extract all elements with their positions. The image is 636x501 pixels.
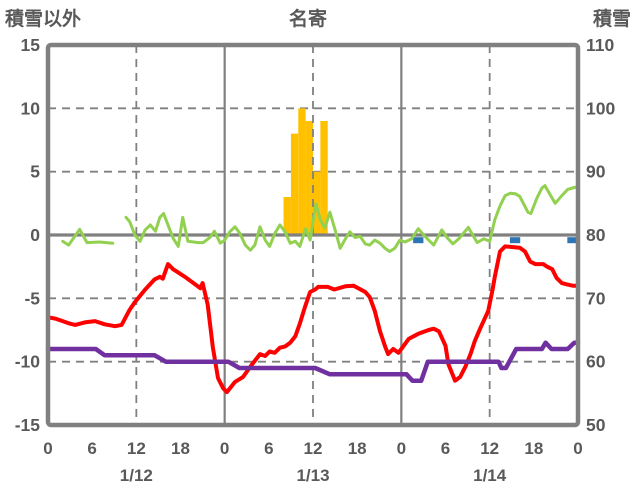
left-axis-tick-label: -10 [15,352,41,372]
right-axis-tick-label: 60 [586,352,606,372]
hour-tick-label: 18 [348,439,367,458]
hour-tick-label: 12 [127,439,146,458]
hour-tick-label: 12 [304,439,323,458]
snowfall-bar [305,121,313,235]
hour-tick-label: 6 [87,439,96,458]
temperature-line [46,244,580,395]
snowfall-bar [320,121,328,235]
date-label: 1/12 [120,466,153,485]
left-axis-tick-label: 15 [21,35,41,55]
snowfall-bar [298,108,306,235]
hour-tick-label: 18 [524,439,543,458]
hour-tick-label: 0 [573,439,582,458]
hour-tick-label: 18 [171,439,190,458]
right-axis-title: 積雪 [592,9,631,30]
green-line [61,227,115,247]
right-axis-tick-label: 80 [586,225,606,245]
hour-tick-label: 6 [441,439,450,458]
snow-marker [567,237,578,244]
plot-border [45,42,581,428]
hour-tick-label: 0 [397,439,406,458]
right-axis-tick-label: 90 [586,162,606,182]
left-axis-tick-label: -15 [15,415,41,435]
right-axis-tick-label: 110 [586,35,614,55]
snow-marker [509,237,521,244]
snowfall-bar [290,133,299,235]
hour-tick-label: 0 [43,439,52,458]
right-axis-tick-label: 50 [586,415,606,435]
right-axis-tick-label: 70 [586,288,606,308]
left-axis-tick-label: 0 [30,225,40,245]
snow-depth-line [45,340,581,383]
left-axis-tick-label: 5 [30,162,40,182]
hour-tick-label: 12 [480,439,499,458]
right-axis-tick-label: 100 [586,98,615,118]
date-label: 1/13 [296,466,329,485]
snowfall-bar [283,197,291,235]
snow-marker [413,237,424,244]
chart-title: 名寄 [288,9,328,30]
left-axis-tick-label: 10 [21,98,41,118]
hour-tick-label: 0 [220,439,229,458]
hour-tick-label: 6 [264,439,273,458]
left-axis-tick-label: -5 [24,288,40,308]
left-axis-title: 積雪以外 [5,9,82,30]
green-line [124,184,580,253]
date-label: 1/14 [473,466,507,485]
